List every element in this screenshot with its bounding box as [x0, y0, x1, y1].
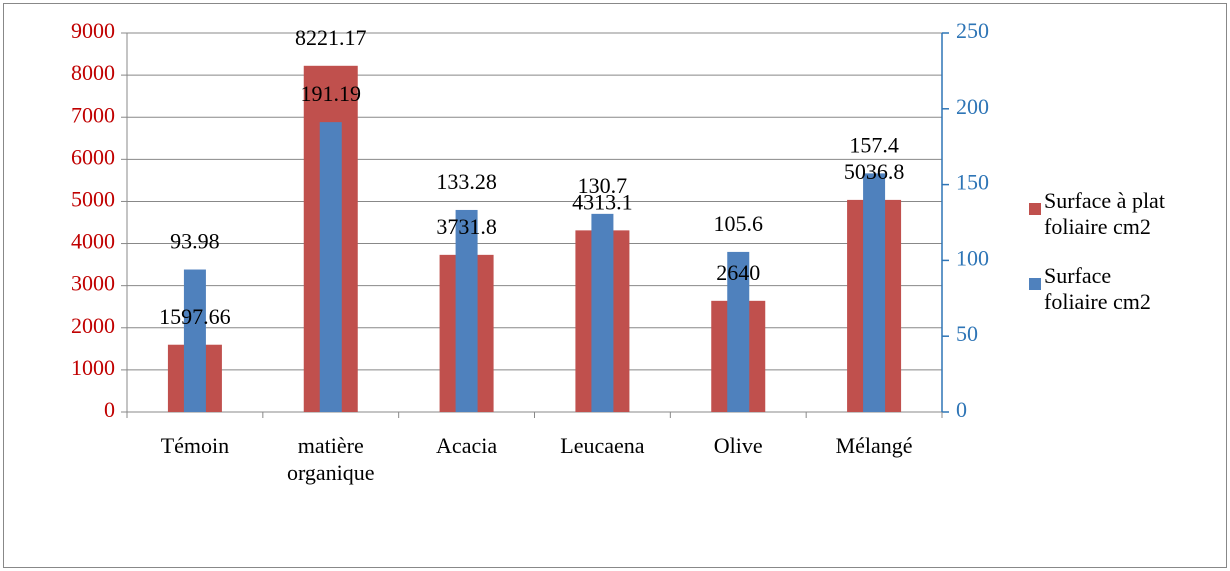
data-label: 3731.8 [436, 214, 497, 239]
x-tick-label: Acacia [436, 433, 498, 458]
y-tick-label: 4000 [71, 229, 115, 254]
y2-tick-label: 100 [956, 245, 989, 270]
data-label: 130.7 [578, 173, 628, 198]
legend-label: Surface foliaire cm2 [1044, 263, 1151, 314]
data-label: 157.4 [849, 132, 899, 157]
chart-border [3, 3, 1227, 568]
y2-tick-label: 0 [956, 397, 967, 422]
legend-swatch [1029, 278, 1041, 290]
bar [727, 251, 750, 412]
y-tick-label: 2000 [71, 313, 115, 338]
data-label: 2640 [716, 260, 760, 285]
data-label: 191.19 [301, 81, 362, 106]
bar [455, 209, 478, 412]
y-tick-label: 0 [104, 397, 115, 422]
x-tick-label: Mélangé [835, 433, 913, 458]
data-label: 4313.1 [572, 189, 633, 214]
y-tick-label: 7000 [71, 102, 115, 127]
y-tick-label: 6000 [71, 144, 115, 169]
y2-tick-label: 50 [956, 321, 978, 346]
x-tick-label: matière organique [286, 433, 375, 485]
bar [319, 122, 342, 413]
bar [863, 173, 886, 412]
bar [591, 213, 614, 412]
y2-tick-label: 200 [956, 94, 989, 119]
data-label: 105.6 [714, 211, 764, 236]
x-tick-label: Leucaena [560, 433, 645, 458]
bar [183, 269, 206, 412]
data-label: 5036.8 [844, 159, 905, 184]
data-label: 133.28 [436, 169, 497, 194]
x-tick-label: Témoin [160, 433, 230, 458]
x-tick-label: Olive [713, 433, 763, 458]
y-tick-label: 3000 [71, 271, 115, 296]
y-tick-label: 1000 [71, 355, 115, 380]
legend-label: Surface à plat foliaire cm2 [1044, 188, 1165, 239]
y-tick-label: 9000 [71, 18, 115, 43]
y-tick-label: 5000 [71, 186, 115, 211]
data-label: 93.98 [170, 229, 220, 254]
data-label: 1597.66 [159, 304, 231, 329]
y-tick-label: 8000 [71, 60, 115, 85]
data-label: 8221.17 [295, 25, 367, 50]
y2-tick-label: 250 [956, 18, 989, 43]
legend-swatch [1029, 203, 1041, 215]
y2-tick-label: 150 [956, 170, 989, 195]
